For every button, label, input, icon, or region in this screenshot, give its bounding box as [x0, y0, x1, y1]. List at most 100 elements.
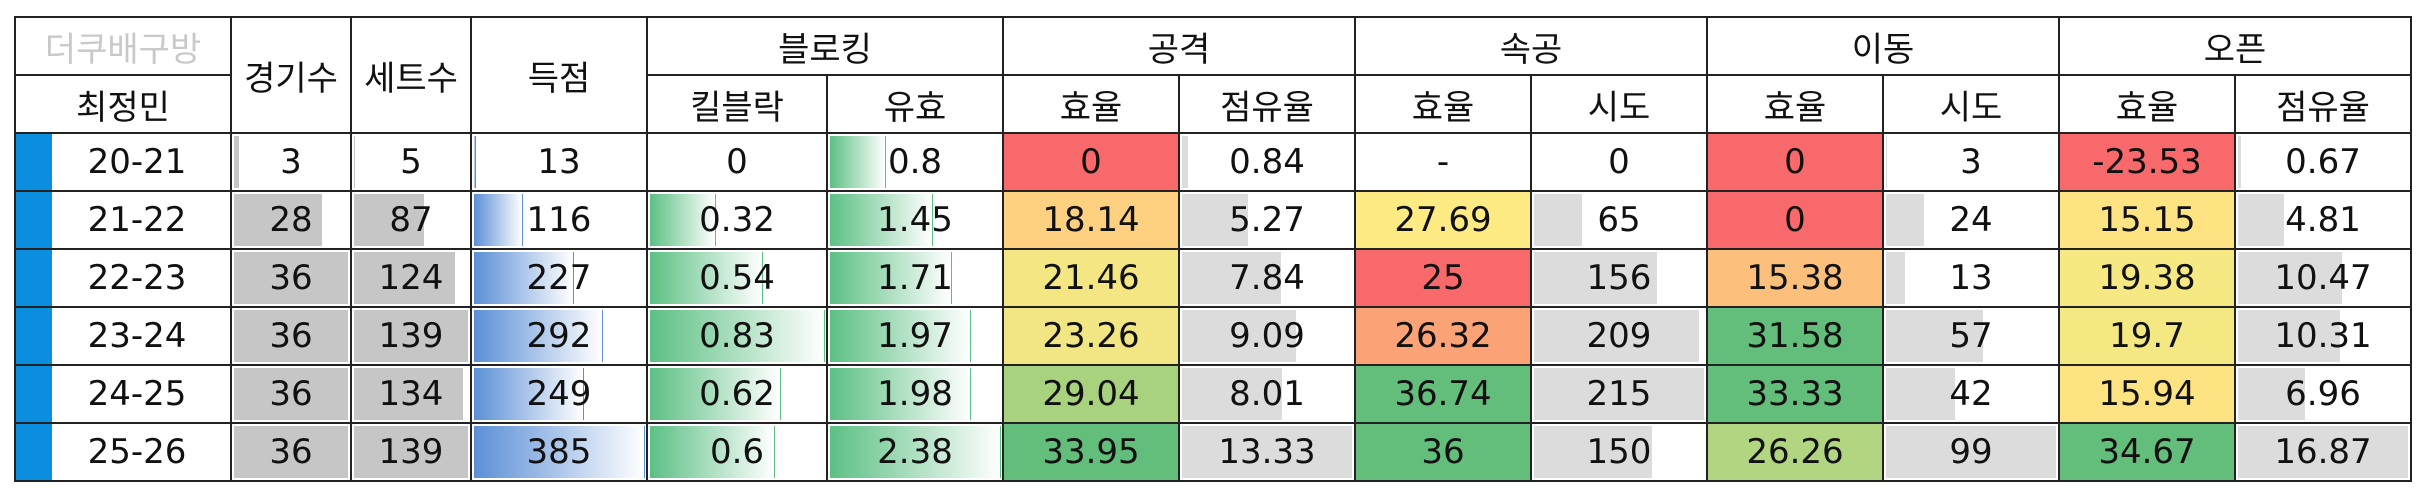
stats-table: 더쿠배구방 경기수 세트수 득점 블로킹 공격 속공 이동 오픈 최정민 킬블락… [14, 16, 2412, 482]
cell-o-eff: 15.15 [2058, 190, 2236, 250]
data-bar [354, 136, 355, 188]
cell-value: 1.97 [877, 316, 953, 356]
data-bar [1534, 252, 1658, 304]
cell-atk-share: 8.01 [1178, 364, 1356, 424]
cell-value: 0.83 [699, 316, 775, 356]
cell-m-att: 13 [1882, 248, 2060, 308]
cell-value: 9.09 [1229, 316, 1305, 356]
cell-value: 31.58 [1746, 316, 1844, 356]
cell-q-att: 0 [1530, 132, 1708, 192]
cell-q-eff: - [1354, 132, 1532, 192]
cell-value: 24 [1949, 200, 1993, 240]
cell-atk-eff: 23.26 [1002, 306, 1180, 366]
cell-value: 25 [1421, 258, 1465, 298]
table-body: 20-21 3 5 13 0 0.8 0 0.84 - 0 0 3 -23.53 0.67 21-22 28 8… [14, 132, 2412, 482]
data-bar [474, 194, 524, 246]
season-cell: 23-24 [14, 306, 232, 366]
data-bar [1182, 426, 1352, 478]
data-bar [1182, 252, 1281, 304]
header-player: 최정민 [14, 74, 232, 134]
cell-value: 227 [526, 258, 592, 298]
cell-value: 8.01 [1229, 374, 1305, 414]
cell-value: 36 [269, 374, 313, 414]
cell-value: 0.67 [2285, 142, 2361, 182]
data-bar [234, 252, 348, 304]
header-block-kill: 킬블락 [646, 74, 828, 134]
cell-value: 13 [1949, 258, 1993, 298]
data-bar [1534, 310, 1699, 362]
cell-value: 156 [1586, 258, 1652, 298]
cell-games: 3 [230, 132, 352, 192]
cell-atk-share: 7.84 [1178, 248, 1356, 308]
season-cell: 25-26 [14, 422, 232, 482]
header-group-open: 오픈 [2058, 16, 2412, 76]
data-bar [1182, 310, 1297, 362]
cell-m-eff: 33.33 [1706, 364, 1884, 424]
cell-value: 139 [378, 316, 444, 356]
header-attack-share: 점유율 [1178, 74, 1356, 134]
cell-value: 19.38 [2098, 258, 2196, 298]
data-bar [1886, 310, 1983, 362]
cell-q-att: 215 [1530, 364, 1708, 424]
cell-value: 1.45 [877, 200, 953, 240]
cell-value: 19.7 [2109, 316, 2185, 356]
cell-value: 150 [1586, 432, 1652, 472]
table-row: 25-26 36 139 385 0.6 2.38 33.95 13.33 36 150 26.26… [14, 422, 2412, 482]
cell-valid: 1.98 [826, 364, 1004, 424]
cell-value: 6.96 [2285, 374, 2361, 414]
data-bar [1886, 136, 1888, 188]
cell-value: 0.84 [1229, 142, 1305, 182]
data-bar [234, 310, 348, 362]
cell-value: 3 [280, 142, 302, 182]
cell-o-share: 10.47 [2234, 248, 2412, 308]
cell-atk-share: 0.84 [1178, 132, 1356, 192]
data-bar [1182, 136, 1189, 188]
cell-value: 13 [537, 142, 581, 182]
cell-sets: 139 [350, 306, 472, 366]
cell-value: 27.69 [1394, 200, 1492, 240]
cell-value: 10.47 [2274, 258, 2372, 298]
cell-value: 10.31 [2274, 316, 2372, 356]
cell-q-att: 150 [1530, 422, 1708, 482]
data-bar [2238, 310, 2341, 362]
cell-value: 0.62 [699, 374, 775, 414]
cell-m-att: 42 [1882, 364, 2060, 424]
cell-value: 0.54 [699, 258, 775, 298]
cell-o-share: 4.81 [2234, 190, 2412, 250]
data-bar [2238, 426, 2408, 478]
cell-value: 139 [378, 432, 444, 472]
cell-value: 28 [269, 200, 313, 240]
data-bar [650, 194, 717, 246]
header-group-block: 블로킹 [646, 16, 1004, 76]
cell-q-eff: 36 [1354, 422, 1532, 482]
cell-value: 33.95 [1042, 432, 1140, 472]
cell-atk-eff: 33.95 [1002, 422, 1180, 482]
cell-atk-eff: 0 [1002, 132, 1180, 192]
cell-value: 36 [269, 316, 313, 356]
header-quick-eff: 효율 [1354, 74, 1532, 134]
cell-value: 36.74 [1394, 374, 1492, 414]
cell-games: 36 [230, 248, 352, 308]
table-row: 21-22 28 87 116 0.32 1.45 18.14 5.27 27.69 65 0 24 1… [14, 190, 2412, 250]
cell-o-share: 16.87 [2234, 422, 2412, 482]
cell-value: 0.32 [699, 200, 775, 240]
cell-sets: 124 [350, 248, 472, 308]
data-bar [474, 136, 477, 188]
cell-value: 134 [378, 374, 444, 414]
cell-value: 13.33 [1218, 432, 1316, 472]
cell-atk-eff: 21.46 [1002, 248, 1180, 308]
data-bar [354, 252, 456, 304]
cell-value: 15.38 [1746, 258, 1844, 298]
cell-value: 0 [1080, 142, 1102, 182]
data-bar [474, 310, 604, 362]
data-bar [830, 426, 1001, 478]
cell-m-att: 99 [1882, 422, 2060, 482]
cell-value: 23.26 [1042, 316, 1140, 356]
data-bar [830, 252, 953, 304]
cell-m-eff: 0 [1706, 190, 1884, 250]
cell-sets: 134 [350, 364, 472, 424]
cell-m-eff: 31.58 [1706, 306, 1884, 366]
cell-value: 5 [400, 142, 422, 182]
cell-points: 116 [470, 190, 648, 250]
cell-points: 227 [470, 248, 648, 308]
